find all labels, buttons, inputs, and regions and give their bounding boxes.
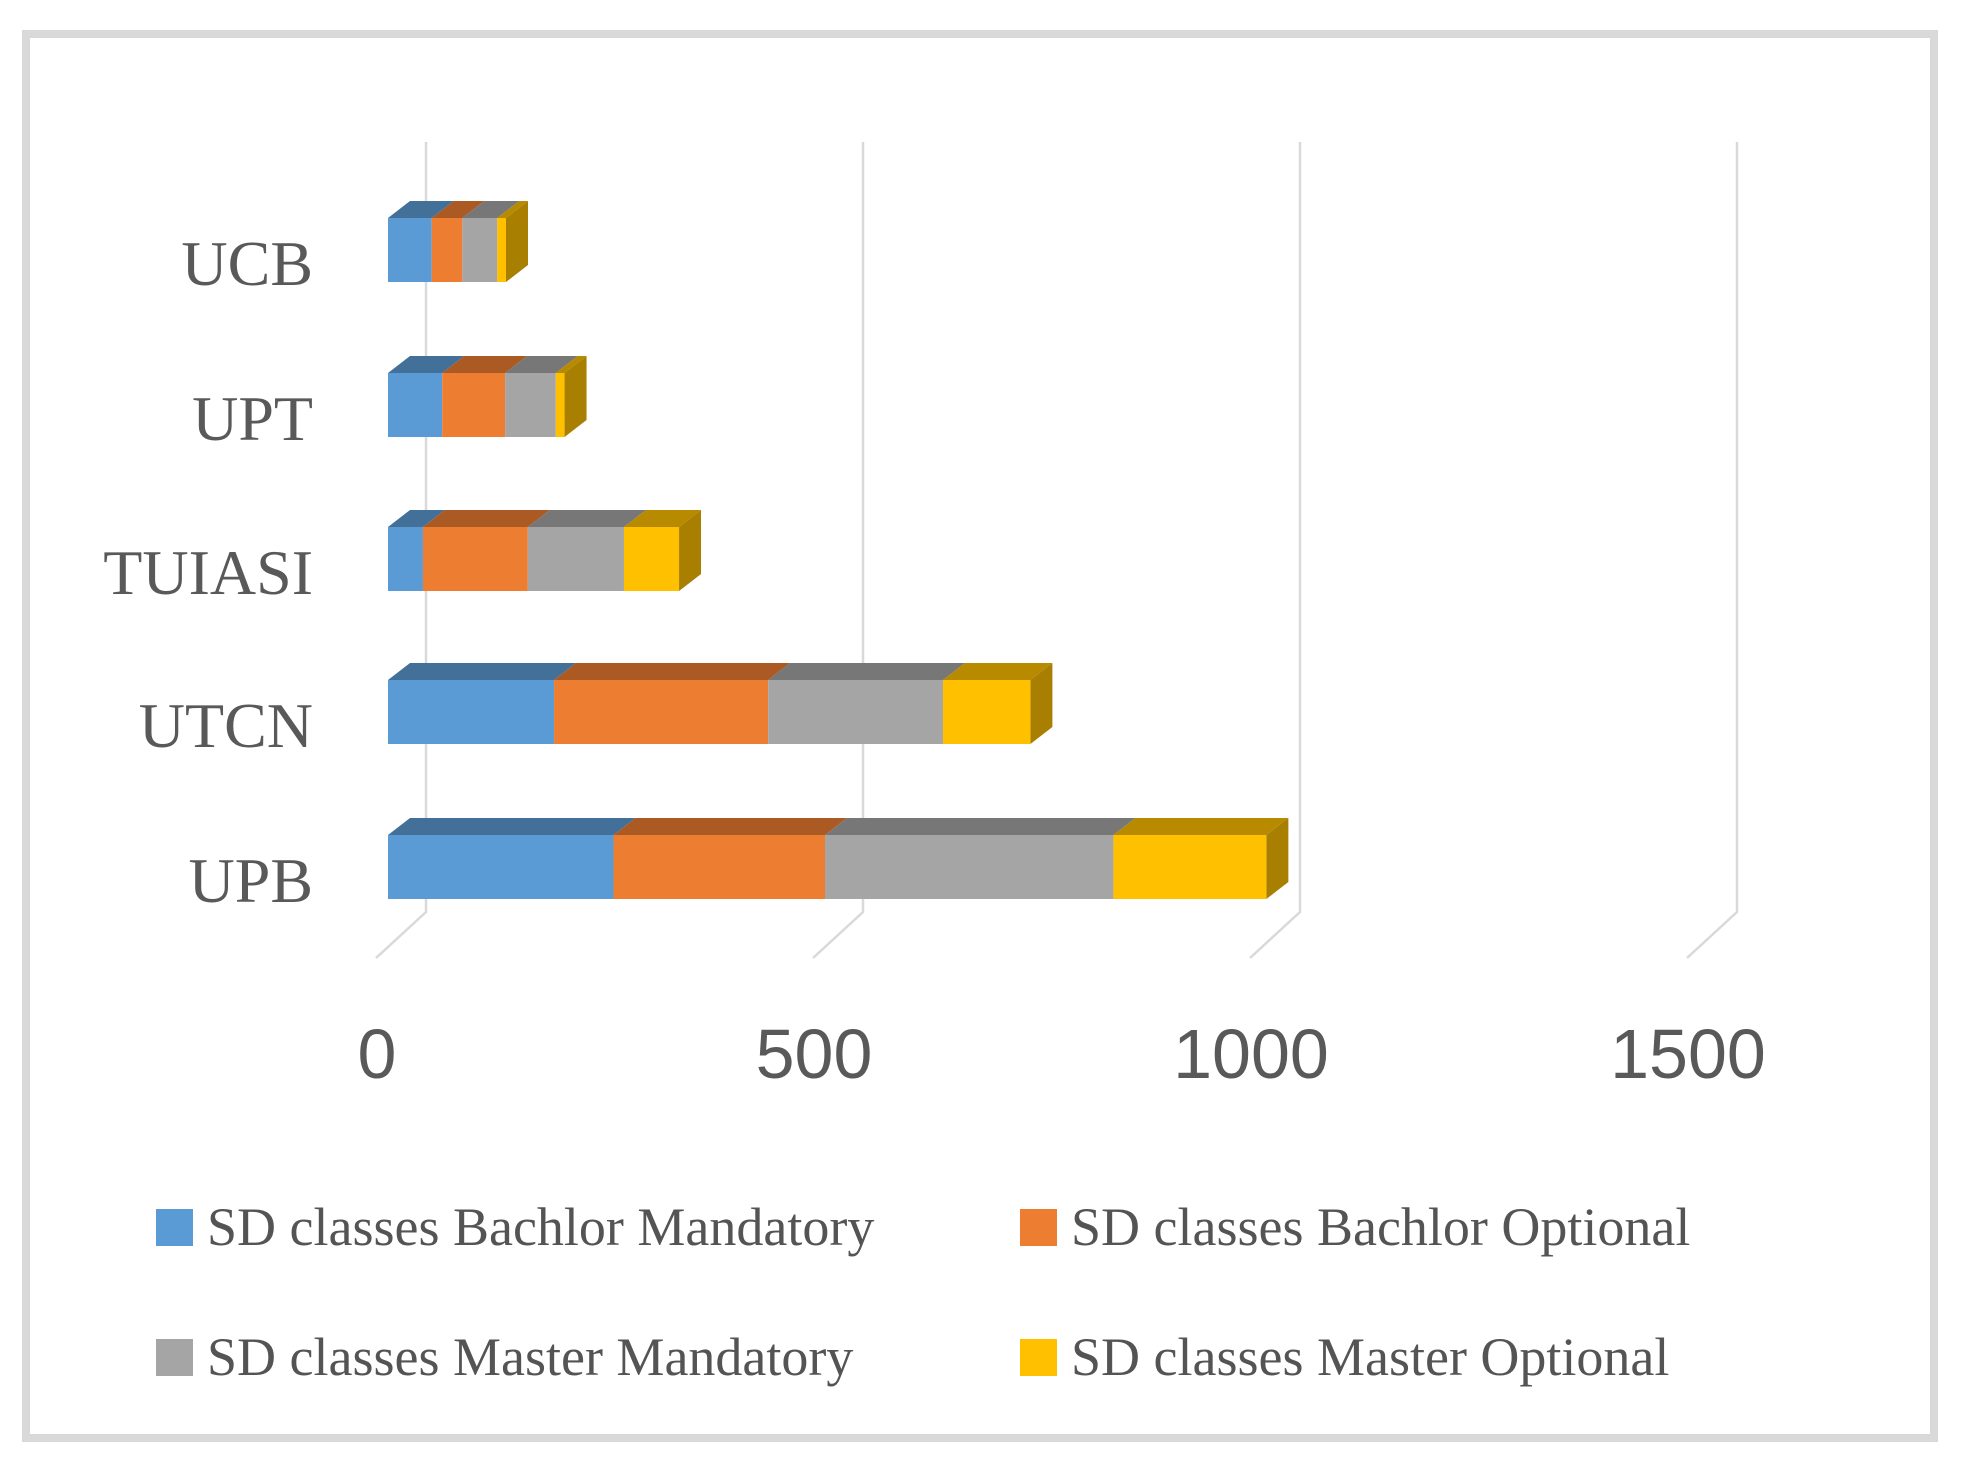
bar-top-UPB-sd-classes-master-mandatory [825,818,1136,835]
bar-segment-UTCN-sd-classes-master-mandatory [768,680,943,744]
bar-cap-UPT-sd-classes-master-optional [564,356,587,437]
category-label-TUIASI: TUIASI [103,537,313,608]
gridline-1000 [1249,142,1302,959]
bar-top-UTCN-sd-classes-master-optional [942,663,1053,680]
legend-swatch-bachlor-optional [1020,1208,1057,1246]
bar-top-UCB-sd-classes-master-optional [497,201,528,218]
bar-segment-UCB-sd-classes-bachlor-mandatory [388,218,432,282]
bar-top-TUIASI-sd-classes-bachlor-mandatory [388,510,445,527]
bar-top-UCB-sd-classes-master-mandatory [462,201,520,218]
bar-top-UPB-sd-classes-bachlor-optional [613,818,847,835]
legend-label-master-optional: SD classes Master Optional [1071,1327,1670,1387]
x-tick-label-1000: 1000 [1173,1015,1329,1093]
bar-cap-UTCN-sd-classes-master-optional [1030,663,1053,744]
bar-segment-UCB-sd-classes-master-mandatory [462,218,498,282]
bar-segment-UPB-sd-classes-bachlor-mandatory [388,835,614,899]
bar-segment-UPT-sd-classes-bachlor-optional [442,373,506,437]
bar-segment-TUIASI-sd-classes-bachlor-mandatory [388,527,423,591]
bar-top-UCB-sd-classes-bachlor-optional [431,201,485,218]
bar-segment-UPB-sd-classes-bachlor-optional [613,835,825,899]
bar-segment-UCB-sd-classes-bachlor-optional [431,218,463,282]
bar-segment-TUIASI-sd-classes-master-optional [623,527,680,591]
bar-segment-UPT-sd-classes-master-optional [555,373,565,437]
gridline-500 [812,142,865,959]
bar-top-UPT-sd-classes-bachlor-optional [442,356,528,373]
bar-top-UPT-sd-classes-master-mandatory [505,356,578,373]
bar-segment-UTCN-sd-classes-master-optional [942,680,1031,744]
bar-segment-UPT-sd-classes-master-mandatory [505,373,556,437]
legend-label-bachlor-mandatory: SD classes Bachlor Mandatory [207,1197,875,1257]
bar-cap-UPB-sd-classes-master-optional [1266,818,1289,899]
bar-segment-UCB-sd-classes-master-optional [497,218,506,282]
category-label-UPT: UPT [192,383,313,454]
bar-segment-TUIASI-sd-classes-master-mandatory [527,527,624,591]
legend-label-master-mandatory: SD classes Master Mandatory [207,1327,854,1387]
legend-swatch-master-optional [1020,1338,1057,1376]
bar-cap-TUIASI-sd-classes-master-optional [679,510,702,591]
category-label-UPB: UPB [189,845,314,916]
bar-top-TUIASI-sd-classes-master-optional [623,510,702,527]
bar-top-UTCN-sd-classes-bachlor-optional [554,663,791,680]
bar-top-UCB-sd-classes-bachlor-mandatory [388,201,454,218]
legend-swatch-master-mandatory [156,1338,193,1376]
category-label-UTCN: UTCN [139,690,313,761]
bar-segment-UTCN-sd-classes-bachlor-mandatory [388,680,555,744]
x-tick-label-0: 0 [358,1015,397,1093]
legend-label-bachlor-optional: SD classes Bachlor Optional [1071,1197,1691,1257]
legend-item-bachlor-optional: SD classes Bachlor Optional [1020,1197,1690,1257]
bar-top-UPT-sd-classes-master-optional [555,356,587,373]
bar-segment-TUIASI-sd-classes-bachlor-optional [422,527,528,591]
bar-top-UTCN-sd-classes-master-mandatory [768,663,965,680]
bar-segment-UTCN-sd-classes-bachlor-optional [554,680,769,744]
bar-top-UPT-sd-classes-bachlor-mandatory [388,356,465,373]
gridline-1500 [1686,142,1739,959]
x-tick-label-1500: 1500 [1610,1015,1766,1093]
legend-swatch-bachlor-mandatory [156,1208,193,1246]
bar-segment-UPB-sd-classes-master-mandatory [825,835,1114,899]
bar-top-UTCN-sd-classes-bachlor-mandatory [388,663,577,680]
legend-item-master-optional: SD classes Master Optional [1020,1327,1669,1387]
legend-item-bachlor-mandatory: SD classes Bachlor Mandatory [156,1197,874,1257]
bar-segment-UPT-sd-classes-bachlor-mandatory [388,373,443,437]
legend-item-master-mandatory: SD classes Master Mandatory [156,1327,853,1387]
bar-top-UPB-sd-classes-bachlor-mandatory [388,818,636,835]
bar-segment-UPB-sd-classes-master-optional [1113,835,1267,899]
bar-cap-UCB-sd-classes-master-optional [505,201,528,282]
bar-top-UPB-sd-classes-master-optional [1113,818,1289,835]
category-label-UCB: UCB [181,228,313,299]
bar-top-TUIASI-sd-classes-bachlor-optional [422,510,550,527]
x-tick-label-500: 500 [756,1015,873,1093]
bar-top-TUIASI-sd-classes-master-mandatory [527,510,646,527]
